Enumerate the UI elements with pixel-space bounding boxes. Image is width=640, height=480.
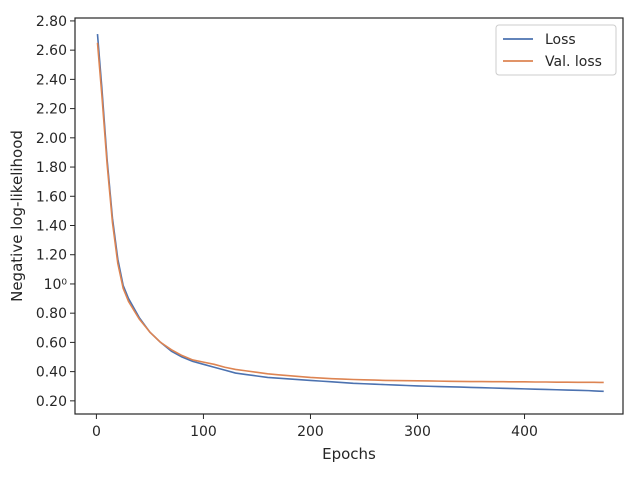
y-tick-label: 2.40	[36, 72, 67, 88]
x-tick-label: 400	[511, 424, 538, 440]
y-tick-label: 1.40	[36, 218, 67, 234]
series-layer	[96, 34, 604, 393]
x-axis-label: Epochs	[322, 445, 376, 463]
plot-frame	[74, 17, 624, 415]
y-tick-label: 10⁰	[44, 277, 68, 293]
plot-background	[75, 18, 623, 414]
legend-box	[495, 24, 617, 76]
legend-label: Loss	[545, 32, 576, 48]
x-tick-label: 100	[190, 424, 217, 440]
y-tick-label: 2.80	[36, 14, 67, 30]
y-tick-label: 0.60	[36, 335, 67, 351]
y-tick-label: 1.20	[36, 248, 67, 264]
y-tick-label: 2.20	[36, 102, 67, 118]
y-tick-label: 1.60	[36, 189, 67, 205]
legend: Loss Val. loss	[495, 24, 617, 76]
y-axis-ticks: 0.20 0.40 0.60 0.80 10⁰ 1.20 1.40 1.60 1.80 2.00 2…	[36, 14, 75, 410]
x-axis-ticks: 0 100 200 300 400	[92, 414, 538, 440]
x-tick-label: 0	[92, 424, 101, 440]
y-tick-label: 0.80	[36, 306, 67, 322]
y-tick-label: 2.60	[36, 43, 67, 59]
y-tick-label: 1.80	[36, 160, 67, 176]
legend-label: Val. loss	[545, 54, 602, 70]
x-tick-label: 200	[297, 424, 324, 440]
y-tick-label: 0.40	[36, 365, 67, 381]
series-line-val-loss	[96, 42, 604, 384]
y-axis-label: Negative log-likelihood	[8, 130, 26, 302]
x-tick-label: 300	[404, 424, 431, 440]
y-tick-label: 2.00	[36, 131, 67, 147]
y-tick-label: 0.20	[36, 394, 67, 410]
